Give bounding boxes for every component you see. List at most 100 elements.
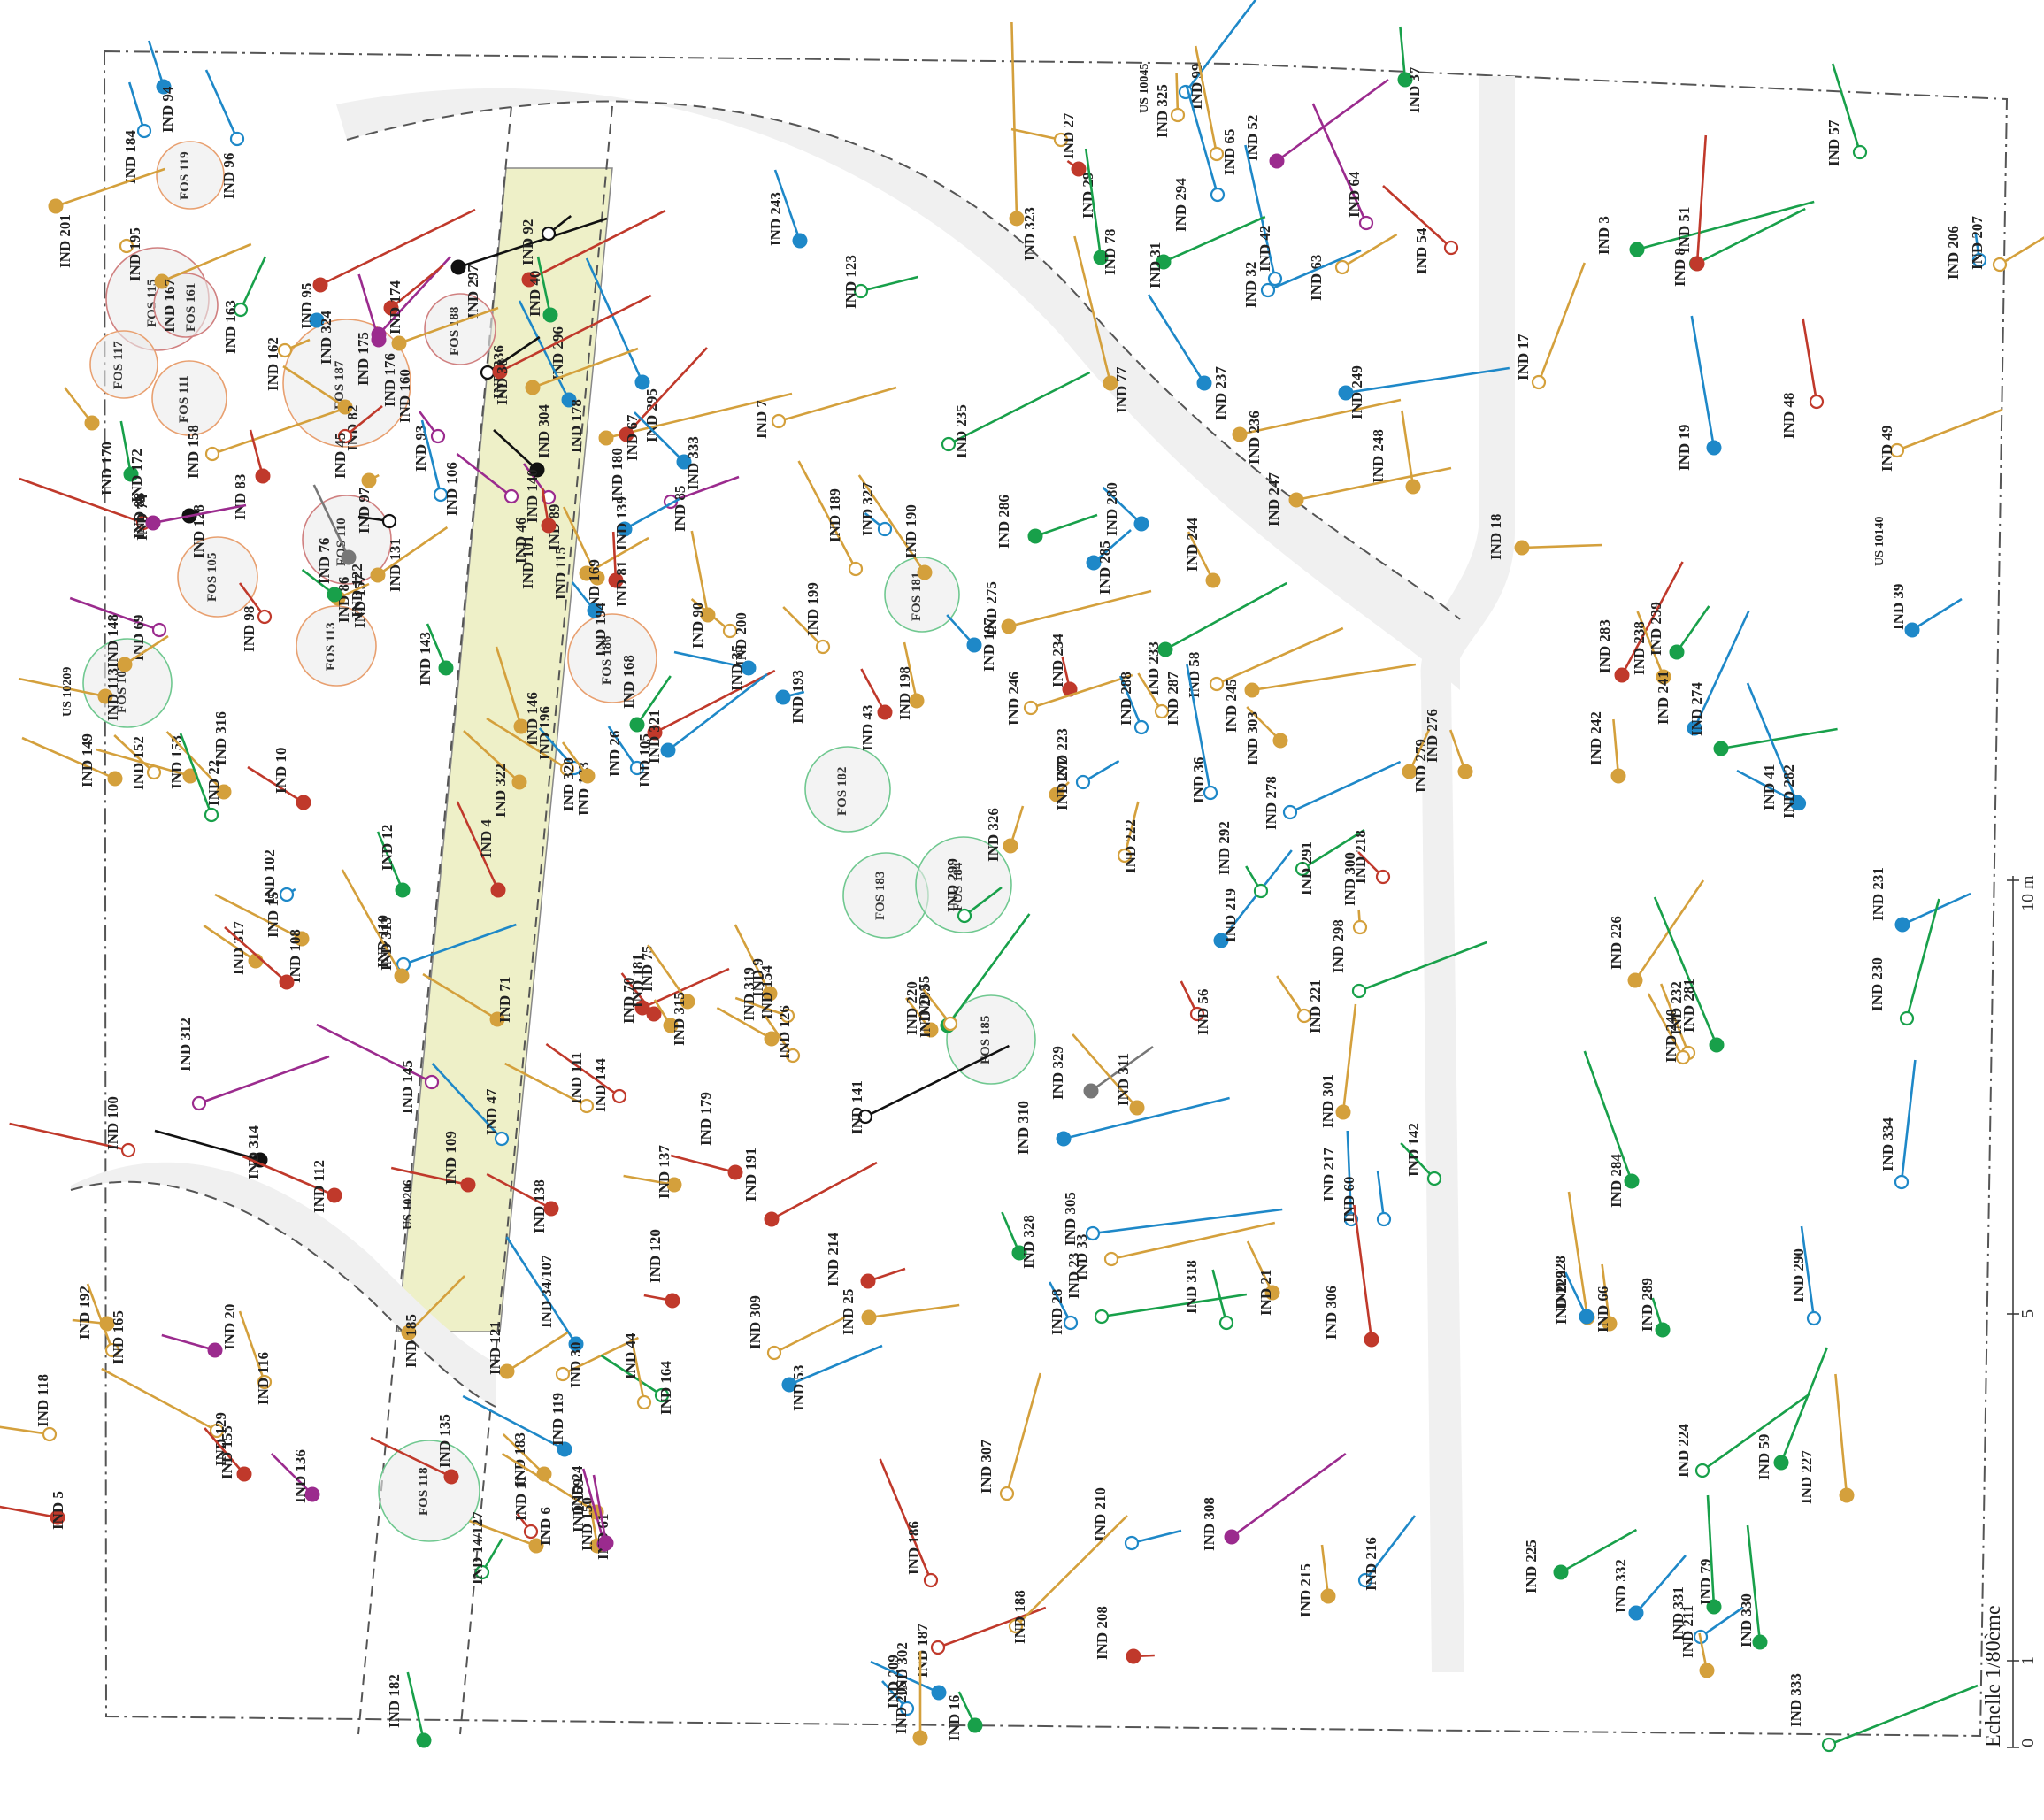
- find-orientation-line: [1186, 664, 1212, 794]
- find-point: [492, 364, 508, 380]
- find-label: IND 10: [273, 748, 289, 794]
- find-point: [1376, 1211, 1392, 1227]
- find-marker: IND 11: [512, 1476, 539, 1540]
- find-orientation-line: [1364, 1515, 1417, 1581]
- find-label: IND 109: [442, 1131, 459, 1185]
- find-marker: IND 46: [456, 452, 529, 564]
- find-orientation-line: [1401, 410, 1415, 488]
- find-point: [1351, 983, 1367, 999]
- find-point: [1894, 1174, 1910, 1190]
- find-point: [50, 1509, 65, 1525]
- find-marker: IND 332: [1612, 1555, 1687, 1621]
- find-orientation-line: [667, 672, 768, 752]
- find-label: IND 136: [292, 1449, 309, 1503]
- feature-outline: [151, 360, 227, 436]
- find-label: IND 23: [1065, 1253, 1082, 1299]
- find-marker: IND 67: [619, 347, 708, 461]
- find-marker: IND 300: [1341, 852, 1368, 935]
- find-label: IND 333: [685, 436, 702, 490]
- find-marker: IND 244: [1184, 518, 1221, 588]
- find-point: [523, 1524, 539, 1540]
- find-point: [1335, 1104, 1351, 1120]
- find-orientation-line: [605, 392, 793, 440]
- find-orientation-line: [370, 1436, 452, 1478]
- find-marker: IND 243: [767, 169, 808, 249]
- find-orientation-line: [341, 869, 403, 977]
- find-label: IND 106: [443, 462, 460, 516]
- find-orientation-line: [408, 1275, 465, 1333]
- find-orientation-line: [1700, 1606, 1744, 1639]
- find-orientation-line: [964, 886, 1003, 918]
- find-label: IND 121: [487, 1321, 503, 1375]
- find-label: IND 241: [1655, 671, 1671, 725]
- feature-label: FOS 111: [177, 375, 191, 423]
- find-label: IND 70: [620, 978, 637, 1024]
- find-marker: IND 63: [1308, 233, 1398, 301]
- find-marker: IND 137: [623, 1145, 682, 1199]
- find-marker: IND 304: [525, 347, 639, 458]
- find-point: [1334, 259, 1350, 275]
- find-marker: IND 237: [1147, 294, 1229, 420]
- find-orientation-line: [420, 419, 442, 495]
- find-marker: IND 289: [1639, 1278, 1671, 1338]
- find-label: IND 78: [1102, 229, 1118, 275]
- find-marker: IND 54: [1382, 185, 1459, 274]
- find-marker: IND 330: [1738, 1524, 1768, 1650]
- find-marker: IND 172: [119, 420, 145, 503]
- find-point: [580, 768, 596, 784]
- find-marker: IND 284: [1583, 1050, 1640, 1208]
- find-marker: IND 60: [1341, 1170, 1392, 1227]
- find-orientation-line: [1137, 672, 1164, 712]
- find-marker: IND 208: [1094, 1606, 1155, 1664]
- find-label: IND 246: [1005, 672, 1022, 726]
- find-point: [204, 446, 220, 462]
- find-point: [861, 1309, 877, 1325]
- find-marker: IND 277: [1049, 756, 1071, 810]
- find-label: IND 334: [1879, 1117, 1896, 1171]
- find-label: IND 96: [220, 153, 237, 199]
- find-orientation-line: [161, 242, 252, 283]
- find-label: IND 49: [1879, 426, 1895, 472]
- find-label: IND 176: [381, 353, 398, 407]
- find-label: IND 12: [379, 825, 396, 871]
- find-marker: IND 168: [620, 655, 672, 733]
- find-marker: IND 302: [870, 1642, 947, 1701]
- find-label: IND 305: [1062, 1192, 1079, 1246]
- find-orientation-line: [1341, 233, 1398, 269]
- find-marker: IND 320: [560, 741, 596, 811]
- find-label: IND 306: [1323, 1286, 1340, 1340]
- find-orientation-line: [1358, 941, 1487, 993]
- find-point: [617, 521, 633, 537]
- find-label: IND 57: [1825, 119, 1842, 166]
- find-point: [383, 300, 399, 316]
- find-point: [1209, 146, 1225, 162]
- find-orientation-line: [600, 1354, 663, 1397]
- find-marker: IND 118: [0, 1374, 58, 1442]
- find-point: [1027, 528, 1043, 544]
- feature-outline: [282, 319, 411, 448]
- find-label: IND 294: [1172, 178, 1189, 232]
- find-orientation-line: [21, 736, 116, 780]
- find-label: IND 29: [1080, 173, 1096, 219]
- find-label: IND 301: [1319, 1074, 1336, 1128]
- find-marker: IND 201: [48, 167, 165, 268]
- us-label: US 10206: [402, 1180, 415, 1230]
- find-orientation-line: [1521, 543, 1603, 549]
- find-orientation-line: [1612, 718, 1620, 777]
- find-label: IND 225: [1523, 1540, 1540, 1593]
- find-point: [1992, 257, 2008, 273]
- find-orientation-line: [211, 408, 342, 456]
- find-label: IND 8: [1671, 248, 1688, 287]
- find-label: IND 209: [885, 1655, 902, 1709]
- find-label: IND 288: [1118, 672, 1134, 726]
- find-label: IND 304: [535, 404, 552, 458]
- find-marker: IND 194: [571, 581, 609, 657]
- find-point: [542, 307, 558, 323]
- find-orientation-line: [1184, 0, 1257, 93]
- find-marker: IND 200: [690, 597, 749, 666]
- find-orientation-line: [1560, 1528, 1638, 1574]
- find-point: [1338, 385, 1354, 401]
- find-point: [503, 488, 519, 504]
- find-marker: IND 322: [463, 730, 527, 818]
- find-orientation-line: [1900, 1059, 1917, 1183]
